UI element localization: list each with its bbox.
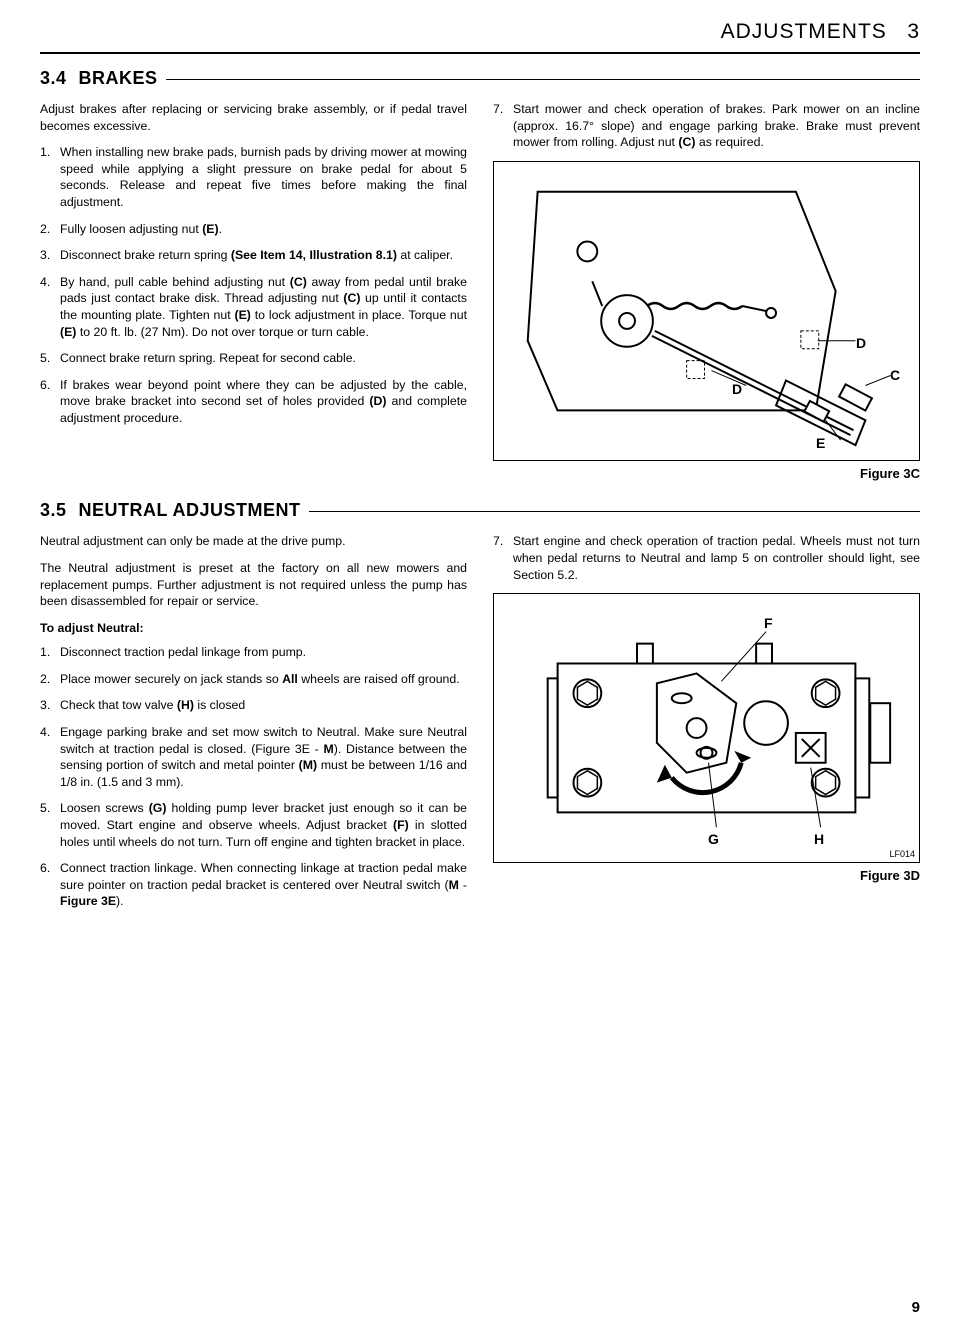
figure-3d-caption: Figure 3D	[493, 867, 920, 885]
list-item: 2.Place mower securely on jack stands so…	[40, 671, 467, 688]
fig3d-code: LF014	[889, 848, 915, 860]
brakes-left-col: Adjust brakes after replacing or servici…	[40, 101, 467, 482]
fig3c-label-c: C	[890, 366, 900, 385]
list-item: 7.Start engine and check operation of tr…	[493, 533, 920, 583]
section-num: 3.4	[40, 68, 67, 89]
heading-underline	[166, 79, 920, 80]
header-chapter: 3	[907, 20, 920, 43]
list-item: 3.Check that tow valve (H) is closed	[40, 697, 467, 714]
brakes-intro: Adjust brakes after replacing or servici…	[40, 101, 467, 134]
neutral-intro2: The Neutral adjustment is preset at the …	[40, 560, 467, 610]
header-rule	[40, 52, 920, 54]
section-num: 3.5	[40, 500, 67, 521]
list-item: 2.Fully loosen adjusting nut (E).	[40, 221, 467, 238]
section-title: NEUTRAL ADJUSTMENT	[79, 500, 301, 521]
fig3c-label-e: E	[816, 434, 825, 453]
brakes-steps-left: 1.When installing new brake pads, burnis…	[40, 144, 467, 426]
list-item: 4.Engage parking brake and set mow switc…	[40, 724, 467, 790]
list-item: 5.Connect brake return spring. Repeat fo…	[40, 350, 467, 367]
figure-3c-svg	[494, 162, 919, 460]
fig3c-label-d2: D	[856, 334, 866, 353]
figure-3c-caption: Figure 3C	[493, 465, 920, 483]
neutral-subhead: To adjust Neutral:	[40, 620, 467, 637]
page-header: ADJUSTMENTS 3	[40, 20, 920, 44]
fig3c-label-d1: D	[732, 380, 742, 399]
fig3d-label-g: G	[708, 830, 719, 849]
figure-3d-box: F G H LF014	[493, 593, 920, 863]
list-item: 7.Start mower and check operation of bra…	[493, 101, 920, 151]
brakes-columns: Adjust brakes after replacing or servici…	[40, 101, 920, 482]
fig3d-label-f: F	[764, 614, 773, 633]
section-heading-brakes: 3.4 BRAKES	[40, 68, 920, 89]
header-title: ADJUSTMENTS	[721, 20, 887, 43]
list-item: 6.If brakes wear beyond point where they…	[40, 377, 467, 427]
neutral-steps-left: 1.Disconnect traction pedal linkage from…	[40, 644, 467, 910]
brakes-steps-right: 7.Start mower and check operation of bra…	[493, 101, 920, 151]
figure-3c-box: D D C E	[493, 161, 920, 461]
brakes-right-col: 7.Start mower and check operation of bra…	[493, 101, 920, 482]
section-title: BRAKES	[79, 68, 158, 89]
neutral-steps-right: 7.Start engine and check operation of tr…	[493, 533, 920, 583]
list-item: 1.When installing new brake pads, burnis…	[40, 144, 467, 210]
list-item: 3.Disconnect brake return spring (See It…	[40, 247, 467, 264]
heading-underline	[309, 511, 920, 512]
neutral-right-col: 7.Start engine and check operation of tr…	[493, 533, 920, 920]
list-item: 6.Connect traction linkage. When connect…	[40, 860, 467, 910]
neutral-intro1: Neutral adjustment can only be made at t…	[40, 533, 467, 550]
list-item: 5.Loosen screws (G) holding pump lever b…	[40, 800, 467, 850]
neutral-left-col: Neutral adjustment can only be made at t…	[40, 533, 467, 920]
section-heading-neutral: 3.5 NEUTRAL ADJUSTMENT	[40, 500, 920, 521]
fig3d-label-h: H	[814, 830, 824, 849]
figure-3d-svg	[494, 594, 919, 862]
neutral-columns: Neutral adjustment can only be made at t…	[40, 533, 920, 920]
page-number: 9	[912, 1299, 920, 1316]
list-item: 1.Disconnect traction pedal linkage from…	[40, 644, 467, 661]
list-item: 4.By hand, pull cable behind adjusting n…	[40, 274, 467, 340]
